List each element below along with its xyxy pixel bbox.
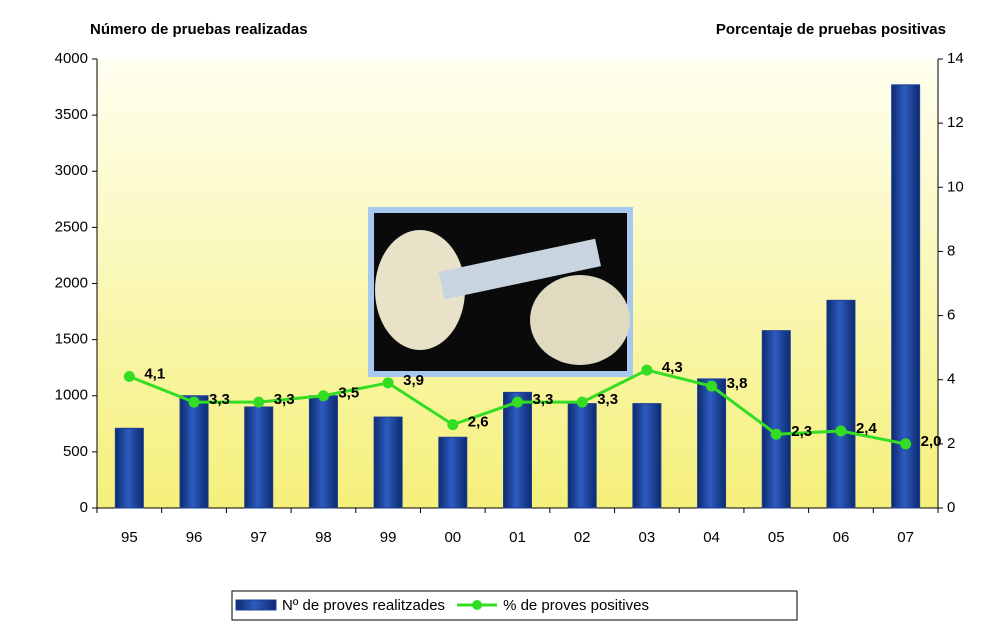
bar [245,407,273,508]
data-label: 4,1 [144,365,165,382]
line-marker [124,371,135,382]
data-label: 4,3 [662,359,683,376]
bar [374,417,402,508]
y2-tick-label: 6 [947,307,955,324]
x-tick-label: 99 [380,529,397,546]
y-tick-label: 2500 [55,218,88,235]
data-label: 3,3 [597,391,618,408]
data-label: 3,8 [727,375,748,392]
y-tick-label: 3000 [55,162,88,179]
x-tick-label: 00 [444,529,461,546]
bar [115,428,143,508]
glove [530,275,630,365]
line-marker [641,365,652,376]
legend-label: Nº de proves realitzades [282,597,445,614]
data-label: 2,3 [791,423,812,440]
line-marker [189,397,200,408]
bar [568,404,596,508]
bar [762,331,790,508]
x-tick-label: 98 [315,529,332,546]
data-label: 3,5 [338,385,359,402]
chart: Número de pruebas realizadas Porcentaje … [0,0,989,621]
line-marker [383,377,394,388]
line-marker [253,397,264,408]
y2-tick-label: 8 [947,242,955,259]
x-tick-label: 04 [703,529,720,546]
line-marker [577,397,588,408]
legend-label: % de proves positives [503,597,649,614]
bar [698,379,726,508]
line-marker [900,438,911,449]
legend-swatch [472,600,482,610]
x-tick-label: 97 [250,529,267,546]
y-axis-title: Número de pruebas realizadas [90,21,308,38]
data-label: 3,3 [533,391,554,408]
x-tick-label: 03 [639,529,656,546]
y2-tick-label: 2 [947,435,955,452]
y2-tick-label: 12 [947,114,964,131]
bar [309,396,337,508]
bar [180,396,208,508]
line-marker [771,429,782,440]
photo [368,207,633,377]
data-label: 2,6 [468,414,489,431]
data-label: 3,3 [209,391,230,408]
bar [827,300,855,508]
y-tick-label: 1000 [55,387,88,404]
line-marker [706,381,717,392]
y-tick-label: 0 [80,499,88,516]
bar [633,404,661,508]
line-marker [318,390,329,401]
bar [439,437,467,508]
x-tick-label: 07 [897,529,914,546]
x-tick-label: 06 [833,529,850,546]
y2-tick-label: 10 [947,178,964,195]
data-label: 3,9 [403,372,424,389]
y2-axis-title: Porcentaje de pruebas positivas [716,21,946,38]
y-tick-label: 4000 [55,50,88,67]
data-label: 2,4 [856,420,878,437]
x-tick-label: 95 [121,529,138,546]
data-label: 2,0 [921,433,942,450]
y-tick-label: 1500 [55,331,88,348]
y-tick-label: 500 [63,443,88,460]
line-marker [447,419,458,430]
data-label: 3,3 [274,391,295,408]
y2-tick-label: 4 [947,371,955,388]
y2-tick-label: 14 [947,50,964,67]
line-marker [512,397,523,408]
x-tick-label: 02 [574,529,591,546]
line-marker [835,426,846,437]
y-tick-label: 2000 [55,274,88,291]
y2-tick-label: 0 [947,499,955,516]
bar [504,392,532,508]
y-tick-label: 3500 [55,106,88,123]
legend-swatch [236,600,276,610]
x-tick-label: 96 [186,529,203,546]
x-tick-label: 01 [509,529,526,546]
x-tick-label: 05 [768,529,785,546]
